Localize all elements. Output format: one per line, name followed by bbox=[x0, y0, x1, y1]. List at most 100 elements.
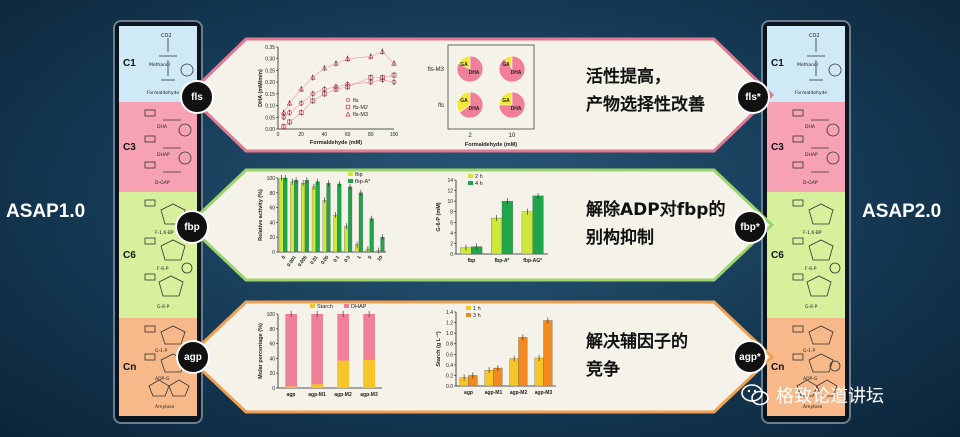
starch-legend-label: 1 h bbox=[473, 306, 481, 312]
stage-c1-right: C1 CO2 Methanol Formaldehyde bbox=[767, 26, 845, 102]
mol-label-methanol: Methanol bbox=[149, 62, 170, 68]
molar-y-tick-label: 20 bbox=[269, 371, 275, 377]
ra-bar-fbp bbox=[344, 225, 349, 253]
ra-y-tick-label: 100 bbox=[267, 176, 276, 182]
g6p-y-tick-label: 2 bbox=[450, 241, 453, 247]
ra-x-tick-label: 10 bbox=[376, 254, 384, 262]
panel-text-fbp-line1: 解除ADP对fbp的 bbox=[586, 200, 726, 220]
ra-bar-fbp bbox=[290, 181, 295, 253]
molar-y-tick-label: 80 bbox=[269, 327, 275, 333]
right-pathway-column: C1 CO2 Methanol Formaldehyde C3 DHA DHAP… bbox=[761, 20, 851, 424]
starch-bar-3 h bbox=[518, 337, 528, 387]
g6p-bar-2 h bbox=[521, 211, 533, 255]
g6p-x-tick-label: fbp-A* bbox=[495, 258, 510, 264]
pie-slice-ga bbox=[503, 55, 513, 70]
mol-label-adpg-right: ADP-G bbox=[803, 376, 818, 382]
molar-x-tick-label: agp bbox=[287, 392, 296, 398]
ra-bar-fbp-A* bbox=[326, 183, 331, 253]
ra-y-tick-label: 20 bbox=[269, 235, 275, 241]
mol-label-co2-right: CO2 bbox=[809, 33, 820, 39]
fls-y-tick-label: 0.10 bbox=[265, 104, 275, 110]
fls-legend-label: fls bbox=[353, 98, 359, 104]
ra-bar-fbp-A* bbox=[283, 177, 288, 253]
starch-y-axis-label: Starch (g L⁻¹) bbox=[435, 331, 442, 366]
starch-legend-swatch bbox=[466, 313, 471, 317]
starch-bar-1 h bbox=[534, 357, 544, 387]
molar-bar-Starch bbox=[363, 359, 375, 388]
ra-x-tick-label: 0 bbox=[281, 254, 288, 260]
fls-fit-line-fls-M3 bbox=[283, 51, 395, 113]
fls-y-tick-label: 0.30 bbox=[265, 57, 275, 63]
starch-y-tick-label: 1.4 bbox=[446, 310, 453, 316]
molar-bar-DHAP bbox=[363, 314, 375, 388]
ra-bar-fbp-A* bbox=[294, 180, 299, 253]
starch-x-tick-label: agp-M1 bbox=[485, 390, 503, 396]
panel-text-fls-line2: 产物选择性改善 bbox=[586, 95, 705, 115]
molar-legend-swatch bbox=[310, 304, 315, 308]
g6p-y-tick-label: 4 bbox=[450, 231, 453, 237]
ra-bar-fbp-A* bbox=[315, 181, 320, 253]
ra-x-tick-label: 1 bbox=[356, 254, 363, 260]
badge-fls-star: fls* bbox=[736, 80, 770, 114]
starch-legend-swatch bbox=[466, 306, 471, 310]
fls-y-tick-label: 0.25 bbox=[265, 68, 275, 74]
fls-x-tick-label: 20 bbox=[298, 132, 304, 138]
mol-label-g6p: G-6-P bbox=[157, 304, 170, 310]
g6p-y-tick-label: 6 bbox=[450, 220, 453, 226]
stage-c6-right: C6 F-1,6-BP F-6-P G-6-P bbox=[767, 192, 845, 318]
molar-y-axis-label: Molar percentage (%) bbox=[258, 323, 264, 379]
g6p-legend-label: 4 h bbox=[475, 181, 483, 187]
molar-bar-DHAP bbox=[311, 314, 323, 388]
ra-legend-label: fbp-A* bbox=[355, 179, 371, 185]
ra-y-tick-label: 80 bbox=[269, 191, 275, 197]
starch-y-tick-label: 0.4 bbox=[446, 363, 453, 369]
g6p-y-tick-label: 10 bbox=[447, 199, 453, 205]
stage-label-c6: C6 bbox=[123, 250, 136, 261]
stage-c3: C3 DHA DHAP D-GAP bbox=[119, 102, 197, 192]
fls-x-tick-label: 80 bbox=[368, 132, 374, 138]
ra-bar-fbp-A* bbox=[369, 218, 374, 253]
molar-bar-Starch bbox=[337, 360, 349, 388]
starch-bar-1 h bbox=[509, 358, 519, 387]
ra-legend-swatch bbox=[348, 172, 353, 176]
pie-label-dha: DHA bbox=[469, 106, 480, 112]
g6p-legend-label: 2 h bbox=[475, 174, 483, 180]
stage-c3-right: C3 DHA DHAP D-GAP bbox=[767, 102, 845, 192]
molecule-structure-c3-right: DHA DHAP D-GAP bbox=[789, 106, 843, 188]
mol-label-dgap: D-GAP bbox=[155, 180, 170, 186]
pie-label-ga: GA bbox=[502, 62, 510, 68]
starch-legend-label: 3 h bbox=[473, 313, 481, 319]
fls-x-tick-label: 0 bbox=[277, 132, 280, 138]
mol-label-amylose: Amylose bbox=[155, 404, 174, 410]
mol-label-dhap: DHAP bbox=[157, 152, 170, 158]
molar-x-tick-label: agp-M1 bbox=[308, 392, 326, 398]
pie-row-label: fls-M3 bbox=[428, 67, 445, 73]
molar-x-tick-label: agp-M3 bbox=[360, 392, 378, 398]
pie-row-label: fls bbox=[438, 103, 444, 109]
mol-label-formaldehyde: Formaldehyde bbox=[147, 90, 179, 96]
pie-x-axis-label: Formaldehyde (mM) bbox=[465, 142, 517, 148]
ra-bar-fbp-A* bbox=[337, 183, 342, 253]
fls-legend-marker bbox=[345, 97, 351, 103]
badge-fbp: fbp bbox=[175, 210, 209, 244]
molar-legend-label: Starch bbox=[317, 304, 333, 310]
pie-label-dha: DHA bbox=[469, 70, 480, 76]
panel-text-fls-line1: 活性提高， bbox=[586, 67, 671, 87]
molecule-structure-c3: DHA DHAP D-GAP bbox=[141, 106, 195, 188]
watermark: 格致论道讲坛 bbox=[740, 382, 884, 408]
mol-label-dha: DHA bbox=[157, 124, 168, 130]
fls-y-tick-label: 0.35 bbox=[265, 45, 275, 51]
wechat-icon bbox=[741, 384, 769, 406]
fls-x-axis-label: Formaldehyde (mM) bbox=[310, 140, 362, 146]
stage-cn-right: Cn G-1-P ADP-G Amylose bbox=[767, 318, 845, 416]
pie-label-dha: DHA bbox=[511, 70, 522, 76]
mol-label-co2: CO2 bbox=[161, 33, 172, 39]
badge-agp: agp bbox=[176, 340, 210, 374]
g6p-legend-swatch bbox=[468, 181, 473, 185]
fls-y-tick-label: 0.05 bbox=[265, 115, 275, 121]
stage-label-c6-right: C6 bbox=[771, 250, 784, 261]
stage-label-c1: C1 bbox=[123, 58, 136, 69]
fls-legend-label: fls-M3 bbox=[353, 112, 368, 118]
